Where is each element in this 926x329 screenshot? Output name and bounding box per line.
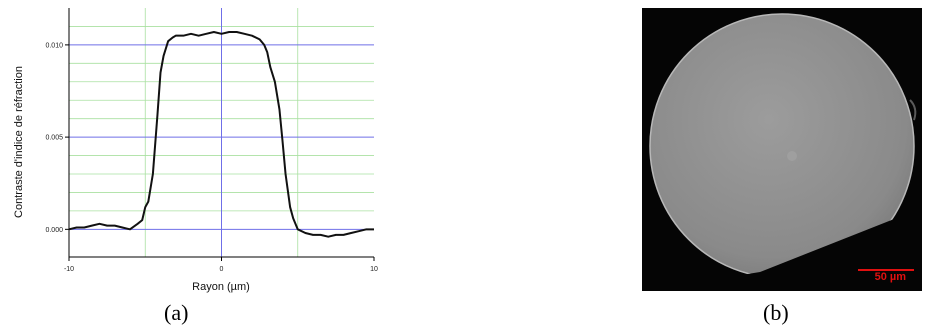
x-tick-label: 10 — [370, 266, 378, 273]
x-tick-label: -10 — [64, 266, 74, 273]
series-line — [68, 30, 374, 238]
fiber-micrograph: 50 µm — [642, 8, 922, 291]
fiber-micrograph-drawing — [649, 13, 917, 279]
y-axis-label: Contraste d'indice de réfraction — [13, 66, 25, 218]
edge-defect — [909, 99, 917, 121]
chart-grid — [69, 8, 374, 257]
y-tick-label: 0.005 — [45, 135, 63, 142]
y-tick-label: 0.010 — [45, 42, 63, 49]
axis-ticks: 0.000 0.005 0.010 -10 0 10 — [45, 42, 378, 273]
x-tick-label: 0 — [220, 266, 224, 273]
fiber-cross-section — [649, 13, 915, 279]
caption-a: (a) — [164, 300, 189, 325]
caption-b: (b) — [763, 300, 789, 325]
x-axis-label: Rayon (µm) — [192, 281, 250, 293]
fiber-core-spot — [787, 151, 797, 161]
y-tick-label: 0.000 — [45, 227, 63, 234]
scale-bar-label: 50 µm — [874, 271, 906, 283]
